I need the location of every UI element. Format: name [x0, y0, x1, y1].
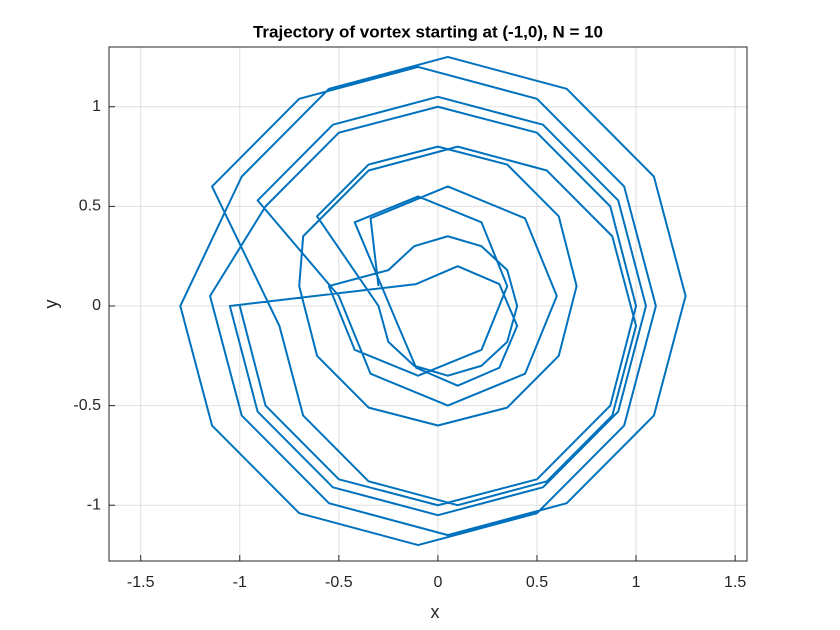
y-tick-label: -0.5	[73, 397, 101, 414]
x-axis-label: x	[431, 602, 440, 622]
y-axis-label: y	[41, 300, 61, 309]
x-tick-label: 1.5	[724, 574, 746, 591]
x-tick-label: 0	[433, 574, 442, 591]
x-tick-label: -1.5	[127, 574, 155, 591]
x-tick-label: 0.5	[526, 574, 548, 591]
x-tick-label: 1	[632, 574, 641, 591]
x-tick-label: -1	[233, 574, 247, 591]
y-tick-label: 0	[92, 297, 101, 314]
y-tick-label: 0.5	[79, 198, 101, 215]
y-tick-label: 1	[92, 98, 101, 115]
y-tick-label: -1	[87, 496, 101, 513]
chart-title: Trajectory of vortex starting at (-1,0),…	[253, 22, 603, 41]
x-tick-label: -0.5	[325, 574, 353, 591]
trajectory-line	[179, 55, 687, 547]
axes-box	[108, 46, 748, 562]
